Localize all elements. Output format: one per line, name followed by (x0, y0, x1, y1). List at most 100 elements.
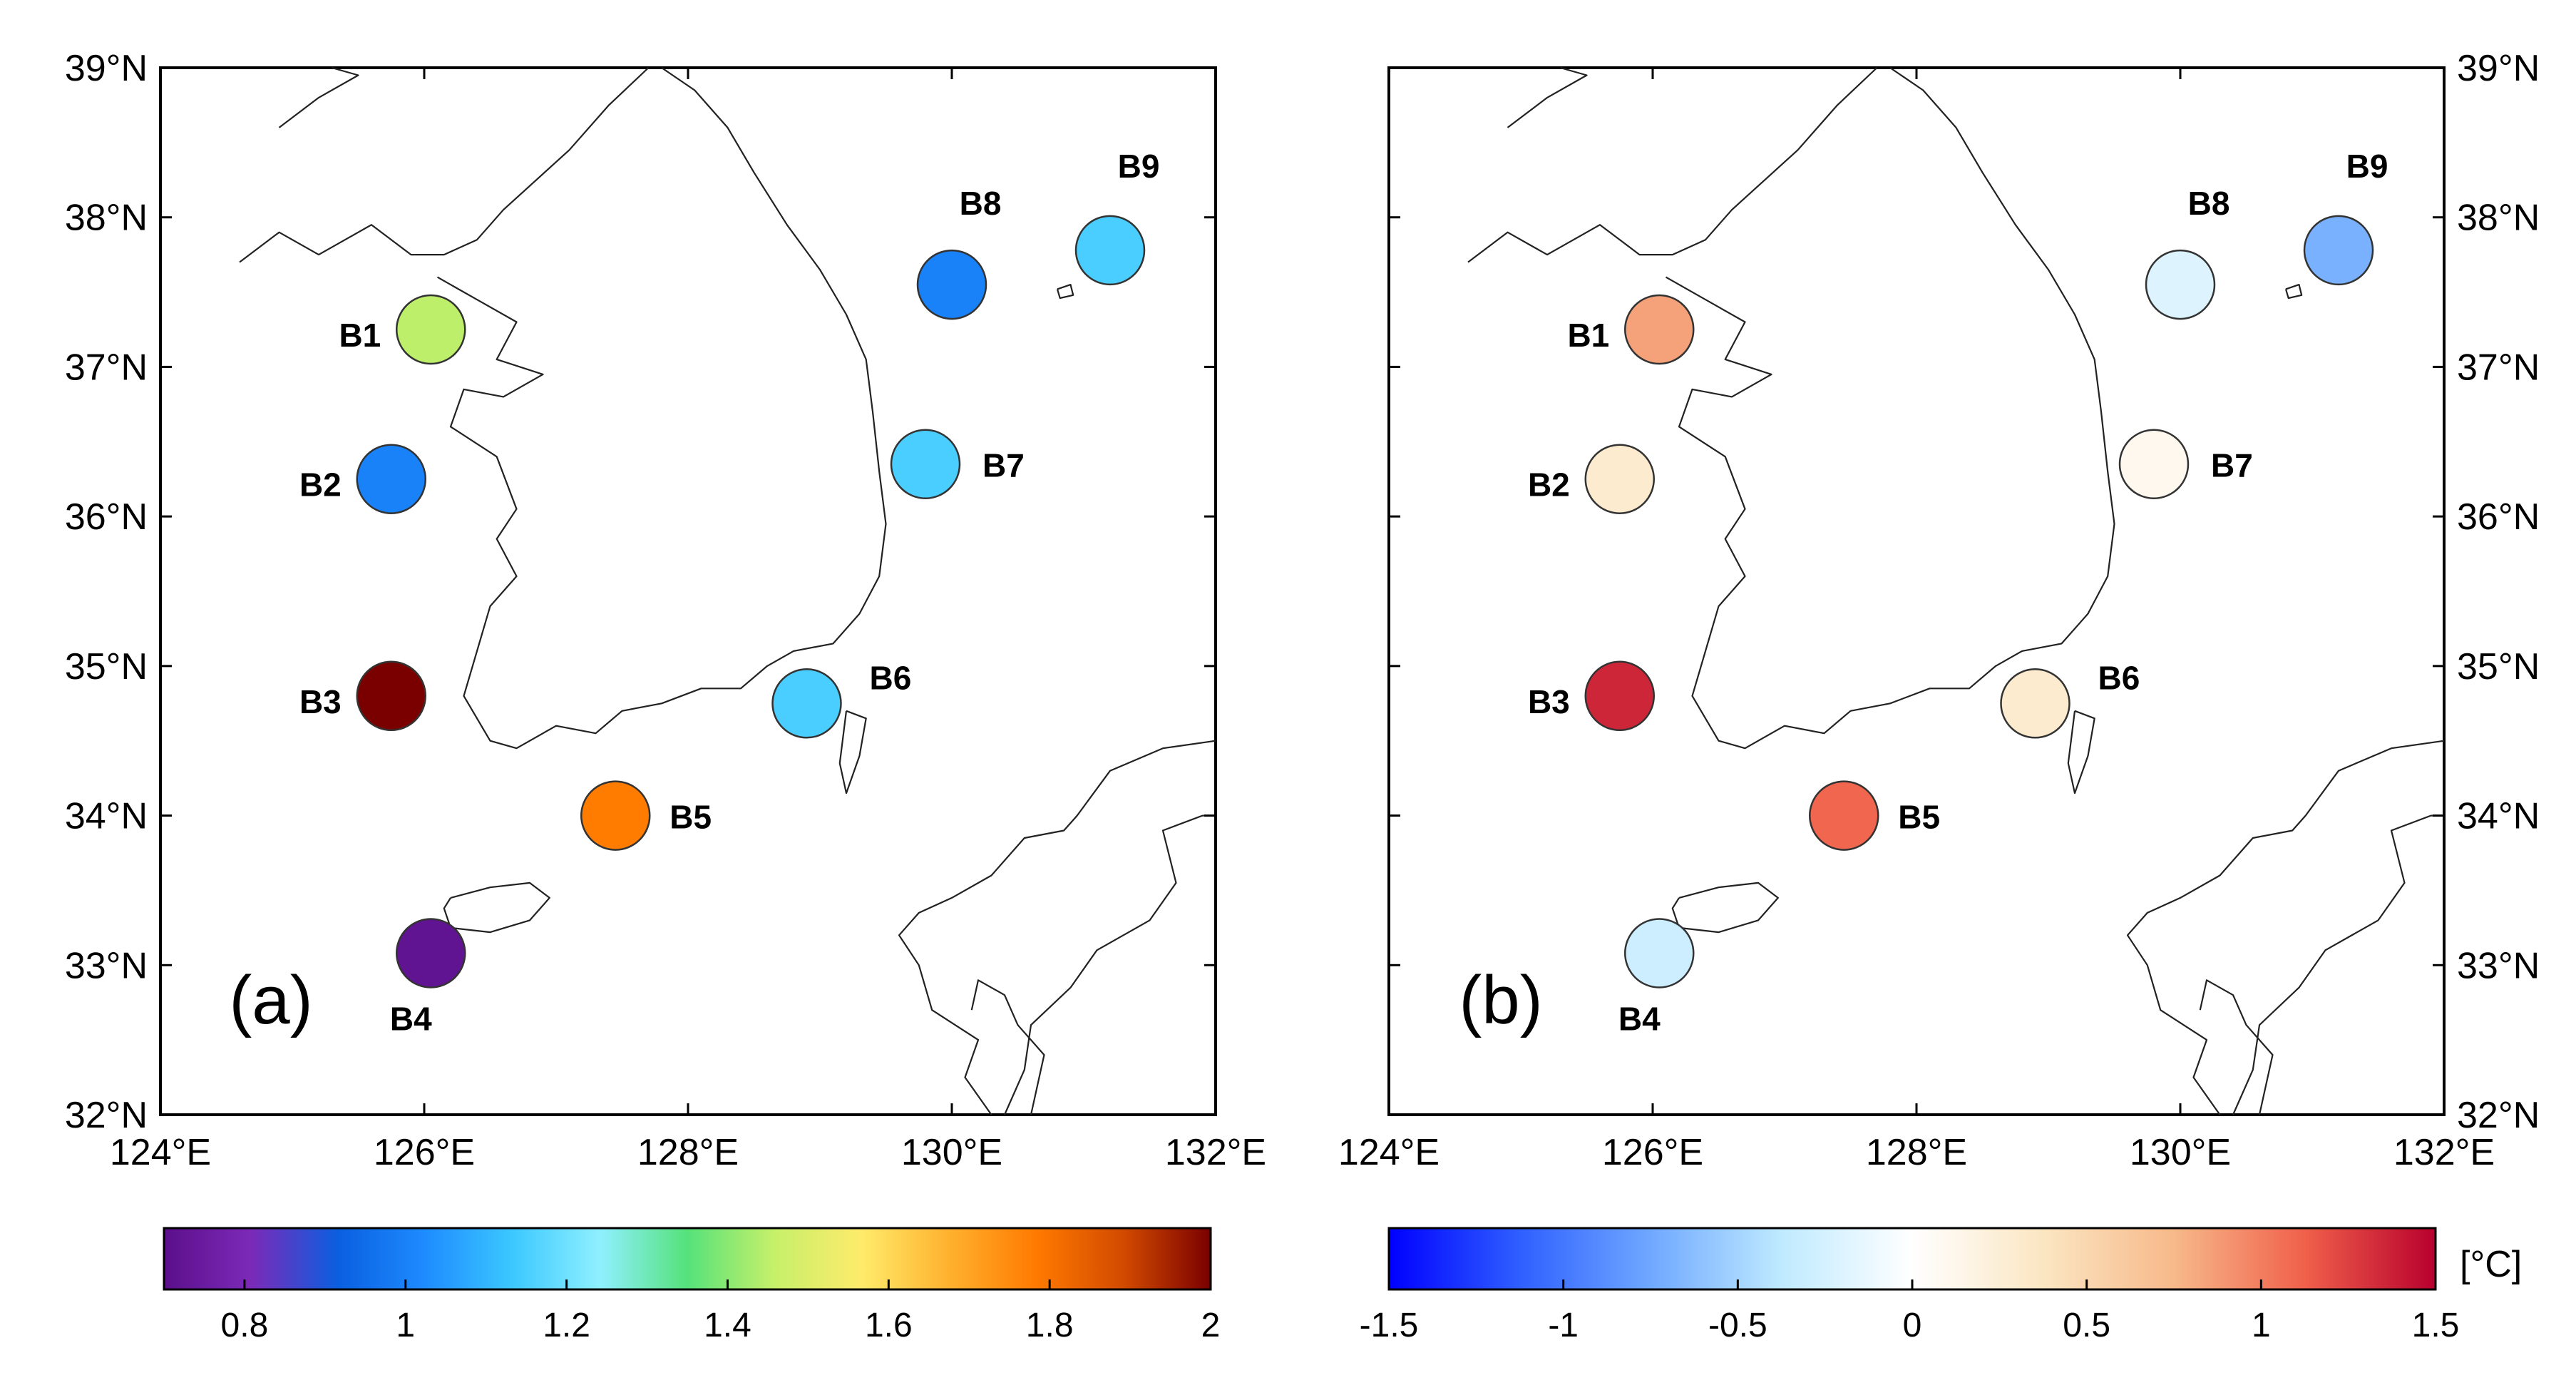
colorbar-tick-label: -1 (1548, 1307, 1579, 1344)
station-label-b5: B5 (669, 799, 712, 836)
lat-tick-label: 35°N (2457, 646, 2540, 688)
lat-tick-label: 37°N (2457, 347, 2540, 388)
station-marker-b4 (1624, 918, 1695, 988)
station-marker-b8 (916, 249, 987, 320)
panel-a-coastline (239, 66, 1216, 1115)
station-marker-b2 (1584, 444, 1655, 514)
colorbar-tick-label: -0.5 (1708, 1307, 1767, 1344)
station-label-b9: B9 (1118, 148, 1160, 185)
lon-tick-label: 124°E (110, 1132, 211, 1173)
coastline-segment (1056, 284, 1074, 300)
coastline-segment (1665, 67, 2115, 750)
lat-tick-label: 32°N (65, 1095, 148, 1136)
colorbar-tick-label: -1.5 (1360, 1307, 1419, 1344)
lat-tick-label: 38°N (65, 198, 148, 239)
panel-b-colorbar-unit: [°C] (2460, 1244, 2522, 1285)
station-label-b7: B7 (982, 447, 1025, 484)
station-marker-b3 (1584, 660, 1655, 732)
coastline-segment (2232, 814, 2444, 1115)
panel-b-label: (b) (1459, 962, 1542, 1038)
lat-tick-label: 39°N (65, 48, 148, 89)
colorbar-tick-label: 1 (2252, 1307, 2271, 1344)
lat-tick-label: 36°N (65, 496, 148, 538)
station-marker-b5 (580, 780, 651, 851)
colorbar-tick-label: 0 (1903, 1307, 1922, 1344)
station-label-b2: B2 (299, 466, 342, 504)
lon-tick-label: 132°E (1165, 1132, 1266, 1173)
station-marker-b9 (1074, 215, 1146, 286)
station-label-b8: B8 (960, 185, 1002, 222)
panel-a-label: (a) (229, 962, 312, 1038)
panel-b-stations: B1 B2 B3 B4 B5 B6 B7 B8 B9 (1528, 148, 2388, 1038)
coastline-segment (970, 979, 1045, 1115)
coastline-segment (239, 67, 650, 263)
coastline-segment (443, 882, 550, 934)
station-label-b9: B9 (2346, 148, 2388, 185)
coastline-segment (1467, 67, 1878, 263)
station-label-b6: B6 (870, 659, 912, 696)
panel-b: 39°N38°N37°N36°N35°N34°N33°N32°N 124°E 12… (1338, 48, 2540, 1344)
panel-a-lat-labels: 39°N 38°N 37°N 36°N 35°N 34°N 33°N 32°N (65, 48, 148, 1136)
station-marker-b1 (1624, 294, 1695, 365)
station-label-b1: B1 (1567, 317, 1609, 354)
station-marker-b6 (771, 668, 842, 739)
lon-tick-label: 130°E (2130, 1132, 2231, 1173)
station-label-b1: B1 (339, 317, 381, 354)
lon-tick-label: 128°E (637, 1132, 739, 1173)
station-label-b4: B4 (390, 1001, 432, 1038)
colorbar-tick-label: 0.8 (221, 1307, 269, 1344)
lat-tick-label: 34°N (65, 796, 148, 837)
lat-tick-label: 32°N (2457, 1095, 2540, 1136)
colorbar-tick-label: 1.5 (2412, 1307, 2460, 1344)
panel-a-stations: B1 B2 B3 B4 B5 B6 B7 B8 B9 (299, 148, 1159, 1038)
panel-a-ticks (159, 66, 1217, 1116)
colorbar-ramp (1387, 1227, 2437, 1291)
station-marker-b9 (2303, 215, 2374, 286)
coastline-segment (1003, 814, 1216, 1115)
colorbar-tick-label: 2 (1201, 1307, 1221, 1344)
lon-tick-label: 126°E (374, 1132, 475, 1173)
coastline-segment (1671, 882, 1779, 934)
colorbar-tick-label: 1.6 (865, 1307, 913, 1344)
coastline-segment (1507, 66, 1588, 128)
panel-b-lat-labels: 39°N 38°N 37°N 36°N 35°N 34°N 33°N 32°N (2457, 48, 2540, 1136)
station-marker-b6 (2000, 668, 2070, 739)
panel-b-colorbar: -1.5 -1 -0.5 0 0.5 1 1.5 (1360, 1227, 2460, 1344)
lon-tick-label: 128°E (1866, 1132, 1967, 1173)
lon-tick-label: 124°E (1338, 1132, 1440, 1173)
panel-a-lon-labels: 124°E 126°E 128°E 130°E 132°E (110, 1132, 1266, 1173)
station-marker-b2 (356, 444, 426, 514)
lat-tick-label: 34°N (2457, 796, 2540, 837)
station-label-b6: B6 (2098, 659, 2140, 696)
coastline-segment (2067, 710, 2095, 794)
coastline-segment (2126, 740, 2445, 1115)
station-marker-b5 (1809, 780, 1879, 851)
station-marker-b8 (2145, 249, 2216, 320)
lon-tick-label: 130°E (901, 1132, 1002, 1173)
lat-tick-label: 35°N (65, 646, 148, 688)
station-label-b3: B3 (1528, 683, 1570, 720)
lat-tick-label: 33°N (65, 945, 148, 986)
coastline-segment (2199, 979, 2274, 1115)
station-label-b3: B3 (299, 683, 342, 720)
panel-a: 39°N38°N37°N36°N35°N34°N33°N32°N 124°E 12… (65, 48, 1266, 1344)
station-label-b2: B2 (1528, 466, 1570, 504)
colorbar-tick-label: 1.4 (704, 1307, 751, 1344)
panel-a-colorbar: 0.8 1 1.2 1.4 1.6 1.8 2 (163, 1227, 1221, 1344)
panel-b-lon-labels: 124°E 126°E 128°E 130°E 132°E (1338, 1132, 2495, 1173)
colorbar-tick-label: 1 (396, 1307, 415, 1344)
coastline-segment (278, 66, 359, 128)
panel-b-frame (1387, 66, 2446, 1116)
panel-a-frame (159, 66, 1217, 1116)
lat-tick-label: 38°N (2457, 198, 2540, 239)
colorbar-tick-label: 1.2 (543, 1307, 590, 1344)
colorbar-tick-label: 0.5 (2063, 1307, 2110, 1344)
station-marker-b1 (396, 294, 466, 365)
lon-tick-label: 132°E (2393, 1132, 2495, 1173)
lat-tick-label: 39°N (2457, 48, 2540, 89)
station-label-b8: B8 (2188, 185, 2230, 222)
coastline-segment (2284, 284, 2303, 300)
lat-tick-label: 36°N (2457, 496, 2540, 538)
station-marker-b7 (890, 429, 961, 499)
